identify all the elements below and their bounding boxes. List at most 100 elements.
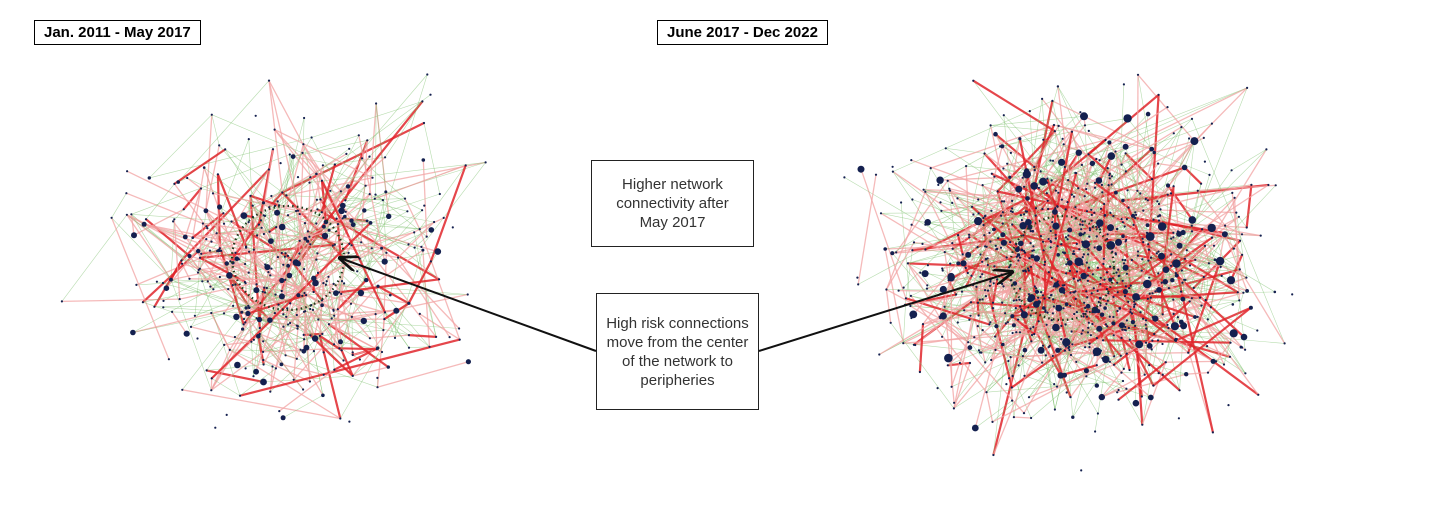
network-node — [244, 367, 247, 370]
network-node — [333, 314, 336, 317]
network-node — [1240, 333, 1248, 341]
network-node — [322, 224, 326, 229]
network-edge — [369, 210, 423, 270]
network-node — [172, 220, 175, 223]
network-edge — [210, 325, 299, 391]
network-node — [1081, 256, 1084, 259]
network-node — [1099, 207, 1103, 210]
network-node — [351, 374, 354, 377]
network-node — [1009, 151, 1013, 154]
network-node — [977, 314, 980, 317]
network-edge — [216, 227, 262, 234]
network-node — [1143, 373, 1146, 376]
network-edge — [1201, 229, 1216, 260]
network-edge — [1085, 316, 1114, 371]
network-node — [1015, 185, 1023, 193]
network-node — [1200, 182, 1203, 185]
network-node — [1245, 289, 1249, 293]
network-node — [981, 260, 984, 263]
network-node — [1129, 308, 1132, 311]
network-node — [273, 312, 276, 315]
network-node — [60, 300, 64, 303]
network-edge — [339, 312, 386, 349]
network-node — [1112, 334, 1115, 337]
network-node — [1085, 310, 1088, 313]
network-node — [1018, 287, 1022, 290]
network-node — [1000, 214, 1003, 217]
network-node — [857, 165, 865, 173]
network-node — [1091, 322, 1094, 326]
network-edge — [1229, 254, 1244, 281]
network-node — [1082, 312, 1085, 315]
network-node — [1229, 341, 1232, 344]
network-node — [360, 241, 363, 244]
network-edge — [263, 215, 279, 258]
network-edge — [1223, 232, 1248, 292]
network-node — [1162, 266, 1170, 274]
network-edge — [1186, 249, 1247, 279]
network-node — [338, 291, 341, 294]
network-edge — [945, 148, 985, 154]
network-edge — [189, 255, 386, 314]
network-edge — [1111, 118, 1193, 157]
network-node — [999, 246, 1003, 249]
network-node — [1174, 272, 1177, 275]
network-edge — [321, 156, 386, 213]
network-node — [992, 227, 996, 232]
network-node — [1021, 310, 1024, 313]
network-node — [304, 310, 307, 313]
network-node — [1095, 225, 1098, 228]
network-node — [940, 314, 943, 317]
network-node — [891, 165, 894, 168]
network-node — [349, 218, 354, 223]
network-node — [972, 79, 975, 82]
network-node — [173, 218, 176, 221]
network-node — [1043, 263, 1046, 266]
network-edge — [375, 286, 379, 315]
network-node — [1093, 181, 1097, 184]
network-edge — [274, 129, 373, 179]
network-edge — [1064, 349, 1115, 357]
network-node — [126, 170, 129, 173]
network-node — [1069, 396, 1072, 399]
network-node — [333, 343, 336, 346]
network-node — [211, 192, 215, 195]
network-node — [324, 283, 327, 286]
network-edge — [270, 350, 315, 392]
network-edge — [918, 324, 925, 373]
network-edge — [351, 316, 371, 339]
network-edge — [205, 210, 271, 276]
network-node — [251, 204, 254, 207]
network-edge — [1032, 246, 1037, 289]
network-node — [209, 285, 212, 288]
network-node — [1083, 368, 1089, 374]
network-edge — [1033, 166, 1067, 274]
network-edge — [310, 230, 330, 245]
network-edge — [375, 103, 387, 192]
network-node — [182, 208, 185, 211]
network-node — [956, 261, 961, 266]
network-edge — [1023, 256, 1033, 272]
network-node — [1153, 332, 1156, 336]
network-edge — [243, 324, 282, 365]
network-node — [1130, 258, 1133, 262]
network-node — [969, 301, 973, 304]
network-edge — [422, 250, 431, 347]
network-node — [347, 251, 350, 254]
network-node — [1158, 252, 1165, 260]
network-node — [984, 245, 987, 248]
network-node — [340, 349, 343, 352]
network-edge — [181, 260, 233, 264]
network-node — [382, 329, 385, 332]
network-node — [1010, 386, 1013, 389]
network-edge — [1002, 223, 1071, 398]
network-node — [1120, 371, 1123, 374]
network-node — [1028, 294, 1036, 302]
network-node — [338, 207, 345, 215]
network-node — [981, 329, 984, 332]
network-node — [991, 420, 994, 423]
network-node — [1152, 218, 1155, 221]
network-edge — [1131, 277, 1247, 314]
network-node — [1011, 223, 1014, 226]
network-node — [306, 230, 309, 233]
